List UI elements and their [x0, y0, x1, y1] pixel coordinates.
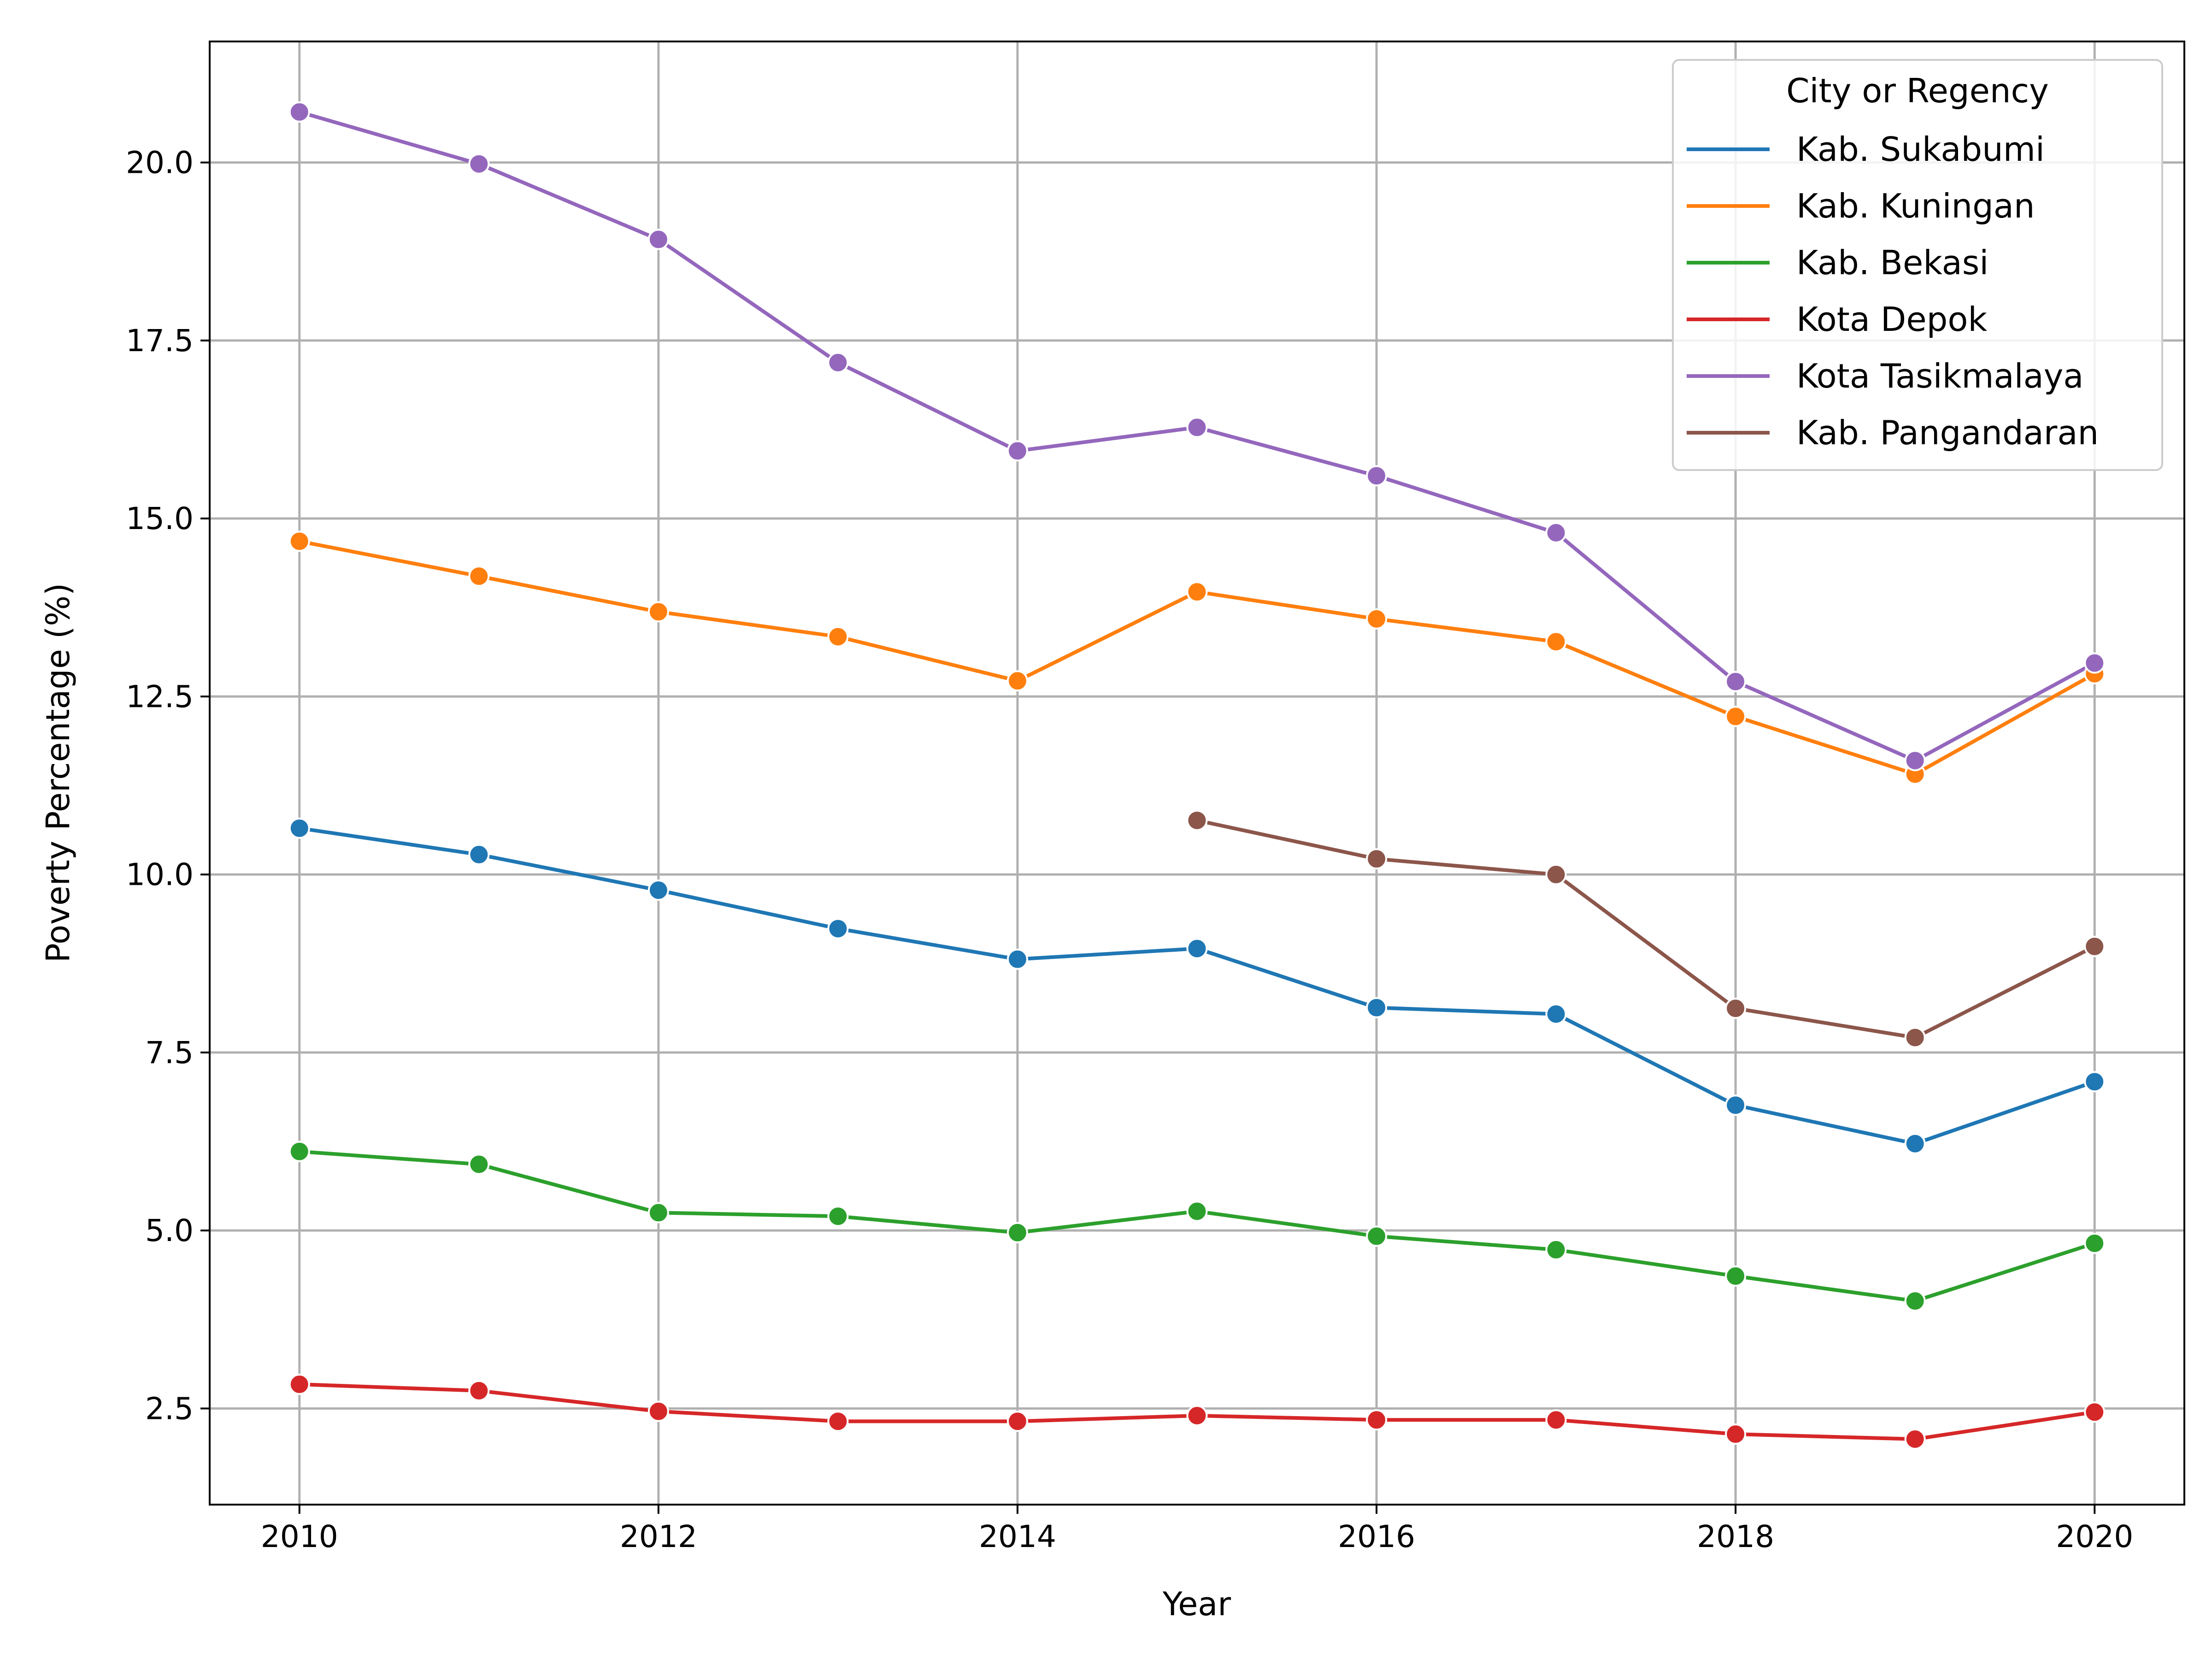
legend-label: Kab. Sukabumi: [1796, 130, 2045, 169]
data-point-kota-depok: [288, 1373, 310, 1395]
data-point-kota-depok: [1006, 1411, 1028, 1432]
data-point-kab-bekasi: [468, 1153, 490, 1175]
x-tick-label: 2020: [2056, 1519, 2133, 1554]
data-point-kab-bekasi: [2084, 1232, 2106, 1254]
data-point-kab-kuningan: [827, 626, 849, 647]
legend-item-kab-sukabumi: Kab. Sukabumi: [1687, 130, 2045, 169]
data-point-kab-bekasi: [1186, 1200, 1208, 1222]
legend-items: Kab. Sukabumi Kab. Kuningan Kab. Bekasi Kot…: [1687, 130, 2099, 452]
y-tick-label: 15.0: [126, 501, 194, 536]
legend-label: Kab. Pangandaran: [1796, 413, 2099, 452]
data-point-kota-tasikmalaya: [468, 153, 490, 175]
data-point-kab-kuningan: [1366, 608, 1388, 630]
legend-item-kab-pangandaran: Kab. Pangandaran: [1687, 413, 2099, 452]
data-point-kota-depok: [1545, 1409, 1567, 1431]
legend-item-kota-depok: Kota Depok: [1687, 300, 1987, 339]
x-tick-label: 2016: [1338, 1519, 1415, 1554]
data-point-kota-depok: [647, 1400, 669, 1422]
data-point-kota-tasikmalaya: [1006, 440, 1028, 462]
data-point-kota-depok: [1366, 1409, 1388, 1431]
data-point-kab-kuningan: [468, 565, 490, 587]
data-point-kab-kuningan: [647, 601, 669, 623]
y-axis-label: Poverty Percentage (%): [39, 583, 77, 963]
data-point-kab-sukabumi: [2084, 1071, 2106, 1093]
data-point-kab-sukabumi: [827, 918, 849, 940]
data-point-kota-depok: [1725, 1424, 1747, 1445]
data-point-kab-kuningan: [1725, 706, 1747, 727]
data-point-kota-tasikmalaya: [1545, 522, 1567, 544]
data-point-kota-tasikmalaya: [1366, 465, 1388, 487]
data-point-kab-bekasi: [827, 1206, 849, 1227]
data-point-kab-pangandaran: [1366, 848, 1388, 870]
data-point-kota-tasikmalaya: [1904, 750, 1926, 771]
data-point-kota-depok: [468, 1380, 490, 1401]
legend-item-kab-bekasi: Kab. Bekasi: [1687, 243, 1988, 282]
y-tick-label: 2.5: [145, 1391, 194, 1426]
y-tick-label: 12.5: [126, 679, 194, 714]
data-point-kab-bekasi: [1904, 1290, 1926, 1312]
y-tick-label: 20.0: [126, 145, 194, 181]
data-point-kab-sukabumi: [1186, 938, 1208, 959]
data-point-kab-sukabumi: [1904, 1133, 1926, 1154]
legend: City or Regency Kab. Sukabumi Kab. Kuning…: [1672, 59, 2163, 471]
x-axis-label: Year: [1162, 1585, 1231, 1623]
legend-item-kota-tasikmalaya: Kota Tasikmalaya: [1687, 357, 2083, 395]
data-point-kab-sukabumi: [288, 818, 310, 839]
legend-label: Kota Depok: [1796, 300, 1987, 339]
data-point-kab-bekasi: [1366, 1225, 1388, 1247]
plot-frame: [209, 41, 2185, 1506]
x-tick-label: 2018: [1697, 1519, 1774, 1554]
data-point-kab-sukabumi: [647, 879, 669, 901]
x-tick-label: 2014: [979, 1519, 1056, 1554]
x-tick-label: 2010: [261, 1519, 338, 1554]
data-point-kota-tasikmalaya: [647, 229, 669, 250]
data-point-kab-bekasi: [1545, 1239, 1567, 1260]
data-point-kota-depok: [1904, 1428, 1926, 1450]
legend-item-kab-kuningan: Kab. Kuningan: [1687, 187, 2035, 225]
data-point-kota-tasikmalaya: [288, 101, 310, 123]
data-point-kab-bekasi: [288, 1141, 310, 1162]
data-point-kab-kuningan: [1006, 670, 1028, 692]
data-point-kab-sukabumi: [1545, 1003, 1567, 1025]
data-point-kota-tasikmalaya: [2084, 652, 2106, 674]
data-point-kab-bekasi: [647, 1202, 669, 1224]
data-point-kab-kuningan: [1545, 631, 1567, 653]
y-tick-label: 17.5: [126, 323, 194, 359]
legend-label: Kab. Kuningan: [1796, 187, 2035, 225]
data-point-kab-pangandaran: [1545, 864, 1567, 885]
legend-box: [1672, 59, 2163, 471]
data-point-kota-depok: [827, 1411, 849, 1432]
data-point-kab-pangandaran: [1904, 1027, 1926, 1048]
grid: [210, 41, 2184, 1505]
data-point-kab-sukabumi: [1006, 948, 1028, 970]
data-point-kab-pangandaran: [1725, 998, 1747, 1019]
y-tick-label: 7.5: [145, 1035, 194, 1071]
data-point-kab-sukabumi: [1725, 1094, 1747, 1116]
data-point-kab-sukabumi: [1366, 997, 1388, 1018]
x-axis-ticks: 2010 2012 2014 2016 2018 2020: [261, 1505, 2133, 1554]
data-point-kota-depok: [2084, 1401, 2106, 1423]
data-point-kota-depok: [1186, 1405, 1208, 1426]
y-tick-label: 5.0: [145, 1213, 194, 1248]
data-point-kab-bekasi: [1006, 1222, 1028, 1243]
y-axis-ticks: 2.5 5.0 7.5 10.0 12.5 15.0 17.5 20.0: [126, 145, 210, 1426]
y-tick-label: 10.0: [126, 857, 194, 893]
data-point-kota-tasikmalaya: [1725, 671, 1747, 692]
data-point-kab-sukabumi: [468, 844, 490, 865]
series-line-kab-pangandaran: [1195, 818, 2097, 1040]
data-point-kota-tasikmalaya: [827, 352, 849, 373]
data-point-kota-tasikmalaya: [1186, 417, 1208, 438]
data-point-kab-bekasi: [1725, 1265, 1747, 1287]
series-markers: [288, 101, 2106, 1450]
legend-label: Kota Tasikmalaya: [1796, 357, 2083, 395]
data-point-kab-pangandaran: [2084, 935, 2106, 957]
legend-title: City or Regency: [1786, 71, 2048, 110]
legend-label: Kab. Bekasi: [1796, 243, 1988, 282]
x-tick-label: 2012: [620, 1519, 697, 1554]
data-point-kab-kuningan: [1186, 581, 1208, 603]
data-point-kab-pangandaran: [1186, 810, 1208, 831]
data-point-kab-kuningan: [288, 530, 310, 552]
